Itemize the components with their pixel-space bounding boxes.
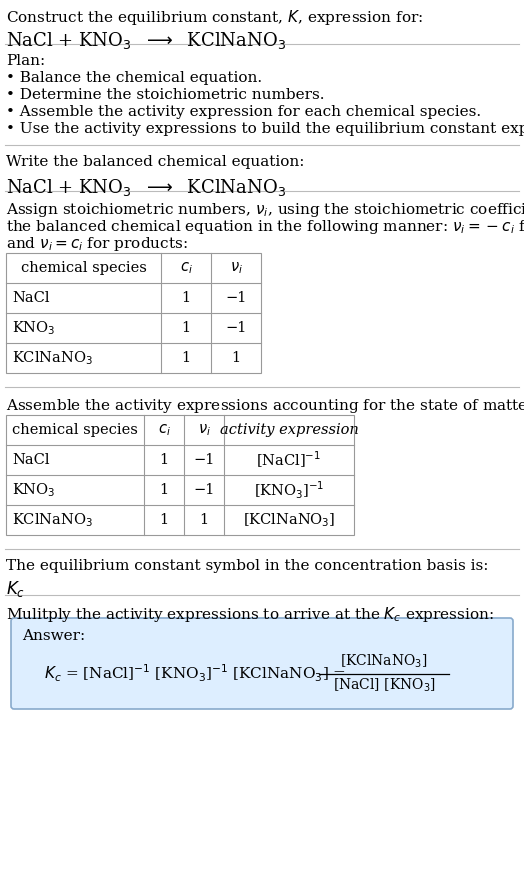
Text: Write the balanced chemical equation:: Write the balanced chemical equation: xyxy=(6,155,304,169)
Text: • Use the activity expressions to build the equilibrium constant expression.: • Use the activity expressions to build … xyxy=(6,122,524,136)
Text: [KClNaNO$_3$]: [KClNaNO$_3$] xyxy=(340,653,428,670)
Text: $c_i$: $c_i$ xyxy=(158,422,170,438)
Text: −1: −1 xyxy=(193,483,215,497)
Text: Answer:: Answer: xyxy=(22,629,85,643)
Text: [KClNaNO$_3$]: [KClNaNO$_3$] xyxy=(243,511,335,529)
Text: 1: 1 xyxy=(181,291,191,305)
Text: KNO$_3$: KNO$_3$ xyxy=(12,319,56,337)
Bar xyxy=(6,253,261,373)
FancyBboxPatch shape xyxy=(11,618,513,709)
Text: $\nu_i$: $\nu_i$ xyxy=(198,422,211,438)
Text: NaCl + KNO$_3$  $\longrightarrow$  KClNaNO$_3$: NaCl + KNO$_3$ $\longrightarrow$ KClNaNO… xyxy=(6,30,286,51)
Text: 1: 1 xyxy=(232,351,241,365)
Text: KClNaNO$_3$: KClNaNO$_3$ xyxy=(12,511,93,529)
Text: KClNaNO$_3$: KClNaNO$_3$ xyxy=(12,349,93,367)
Text: [NaCl]$^{-1}$: [NaCl]$^{-1}$ xyxy=(256,450,322,470)
Text: 1: 1 xyxy=(159,483,169,497)
Text: • Balance the chemical equation.: • Balance the chemical equation. xyxy=(6,71,262,85)
Text: [KNO$_3$]$^{-1}$: [KNO$_3$]$^{-1}$ xyxy=(254,479,324,501)
Text: $K_c$: $K_c$ xyxy=(6,579,25,599)
Text: and $\nu_i = c_i$ for products:: and $\nu_i = c_i$ for products: xyxy=(6,235,188,253)
Text: the balanced chemical equation in the following manner: $\nu_i = -c_i$ for react: the balanced chemical equation in the fo… xyxy=(6,218,524,236)
Text: 1: 1 xyxy=(200,513,209,527)
Text: chemical species: chemical species xyxy=(12,423,138,437)
Text: KNO$_3$: KNO$_3$ xyxy=(12,481,56,499)
Text: activity expression: activity expression xyxy=(220,423,358,437)
Text: 1: 1 xyxy=(159,513,169,527)
Text: The equilibrium constant symbol in the concentration basis is:: The equilibrium constant symbol in the c… xyxy=(6,559,488,573)
Text: $c_i$: $c_i$ xyxy=(180,260,192,276)
Text: 1: 1 xyxy=(181,321,191,335)
Text: Assemble the activity expressions accounting for the state of matter and $\nu_i$: Assemble the activity expressions accoun… xyxy=(6,397,524,415)
Text: $K_c$ = [NaCl]$^{-1}$ [KNO$_3$]$^{-1}$ [KClNaNO$_3$] =: $K_c$ = [NaCl]$^{-1}$ [KNO$_3$]$^{-1}$ [… xyxy=(44,663,348,685)
Text: chemical species: chemical species xyxy=(20,261,146,275)
Text: 1: 1 xyxy=(159,453,169,467)
Text: 1: 1 xyxy=(181,351,191,365)
Text: Mulitply the activity expressions to arrive at the $K_c$ expression:: Mulitply the activity expressions to arr… xyxy=(6,605,494,624)
Text: • Determine the stoichiometric numbers.: • Determine the stoichiometric numbers. xyxy=(6,88,324,102)
Text: NaCl: NaCl xyxy=(12,453,49,467)
Text: NaCl + KNO$_3$  $\longrightarrow$  KClNaNO$_3$: NaCl + KNO$_3$ $\longrightarrow$ KClNaNO… xyxy=(6,177,286,198)
Text: Assign stoichiometric numbers, $\nu_i$, using the stoichiometric coefficients, $: Assign stoichiometric numbers, $\nu_i$, … xyxy=(6,201,524,219)
Text: Construct the equilibrium constant, $K$, expression for:: Construct the equilibrium constant, $K$,… xyxy=(6,8,423,27)
Text: Plan:: Plan: xyxy=(6,54,45,68)
Text: NaCl: NaCl xyxy=(12,291,49,305)
Bar xyxy=(6,415,354,535)
Text: • Assemble the activity expression for each chemical species.: • Assemble the activity expression for e… xyxy=(6,105,481,119)
Text: −1: −1 xyxy=(225,321,247,335)
Text: −1: −1 xyxy=(225,291,247,305)
Text: [NaCl] [KNO$_3$]: [NaCl] [KNO$_3$] xyxy=(333,677,435,694)
Text: −1: −1 xyxy=(193,453,215,467)
Text: $\nu_i$: $\nu_i$ xyxy=(230,260,243,276)
